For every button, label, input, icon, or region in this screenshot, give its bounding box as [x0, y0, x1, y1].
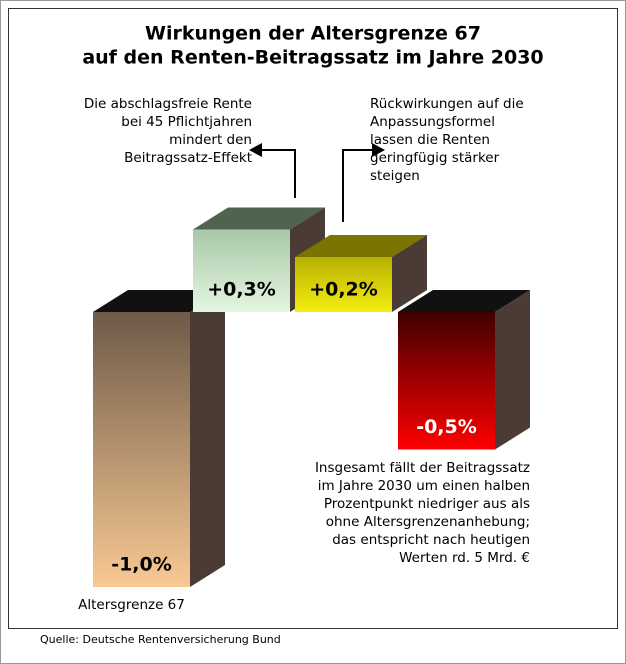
value-label: +0,3%	[207, 279, 276, 301]
annotation: Insgesamt fällt der Beitragssatz	[315, 460, 530, 476]
annotation: Die abschlagsfreie Rente	[84, 96, 252, 112]
annotation: Rückwirkungen auf die	[370, 96, 524, 112]
annotation: im Jahre 2030 um einen halben	[318, 478, 530, 494]
bar-side	[392, 235, 427, 312]
annotation: mindert den	[169, 132, 252, 148]
bar	[193, 229, 290, 312]
arrowhead	[249, 143, 262, 157]
annotation: ohne Altersgrenzenanhebung;	[326, 514, 530, 530]
chart-title: auf den Renten-Beitragssatz im Jahre 203…	[82, 47, 543, 69]
value-label: -0,5%	[416, 416, 477, 438]
source: Quelle: Deutsche Rentenversicherung Bund	[40, 633, 281, 646]
arrowhead	[372, 143, 385, 157]
chart-title: Wirkungen der Altersgrenze 67	[145, 23, 481, 45]
bar	[398, 312, 495, 450]
annotation: lassen die Renten	[370, 132, 490, 148]
bar-top	[295, 235, 427, 257]
bar-top	[93, 290, 225, 312]
annotation: das entspricht nach heutigen	[332, 532, 530, 548]
bar	[295, 257, 392, 312]
bar	[93, 312, 190, 587]
annotation: Werten rd. 5 Mrd. €	[399, 550, 530, 566]
annotation: steigen	[370, 168, 420, 184]
bar-side	[495, 290, 530, 450]
arrow	[255, 149, 296, 198]
annotation: Anpassungsformel	[370, 114, 495, 130]
bar-top	[193, 207, 325, 230]
arrow	[342, 149, 378, 222]
annotation: Prozentpunkt niedriger aus als	[324, 496, 530, 512]
value-label: +0,2%	[309, 279, 378, 301]
annotation: bei 45 Pflichtjahren	[121, 114, 252, 130]
annotation: Beitragssatz-Effekt	[124, 150, 252, 166]
bar-side	[190, 290, 225, 587]
annotation: geringfügig stärker	[370, 150, 500, 166]
value-label: -1,0%	[111, 554, 172, 576]
x-tick-label: Altersgrenze 67	[78, 597, 185, 613]
bar-top	[398, 290, 530, 312]
